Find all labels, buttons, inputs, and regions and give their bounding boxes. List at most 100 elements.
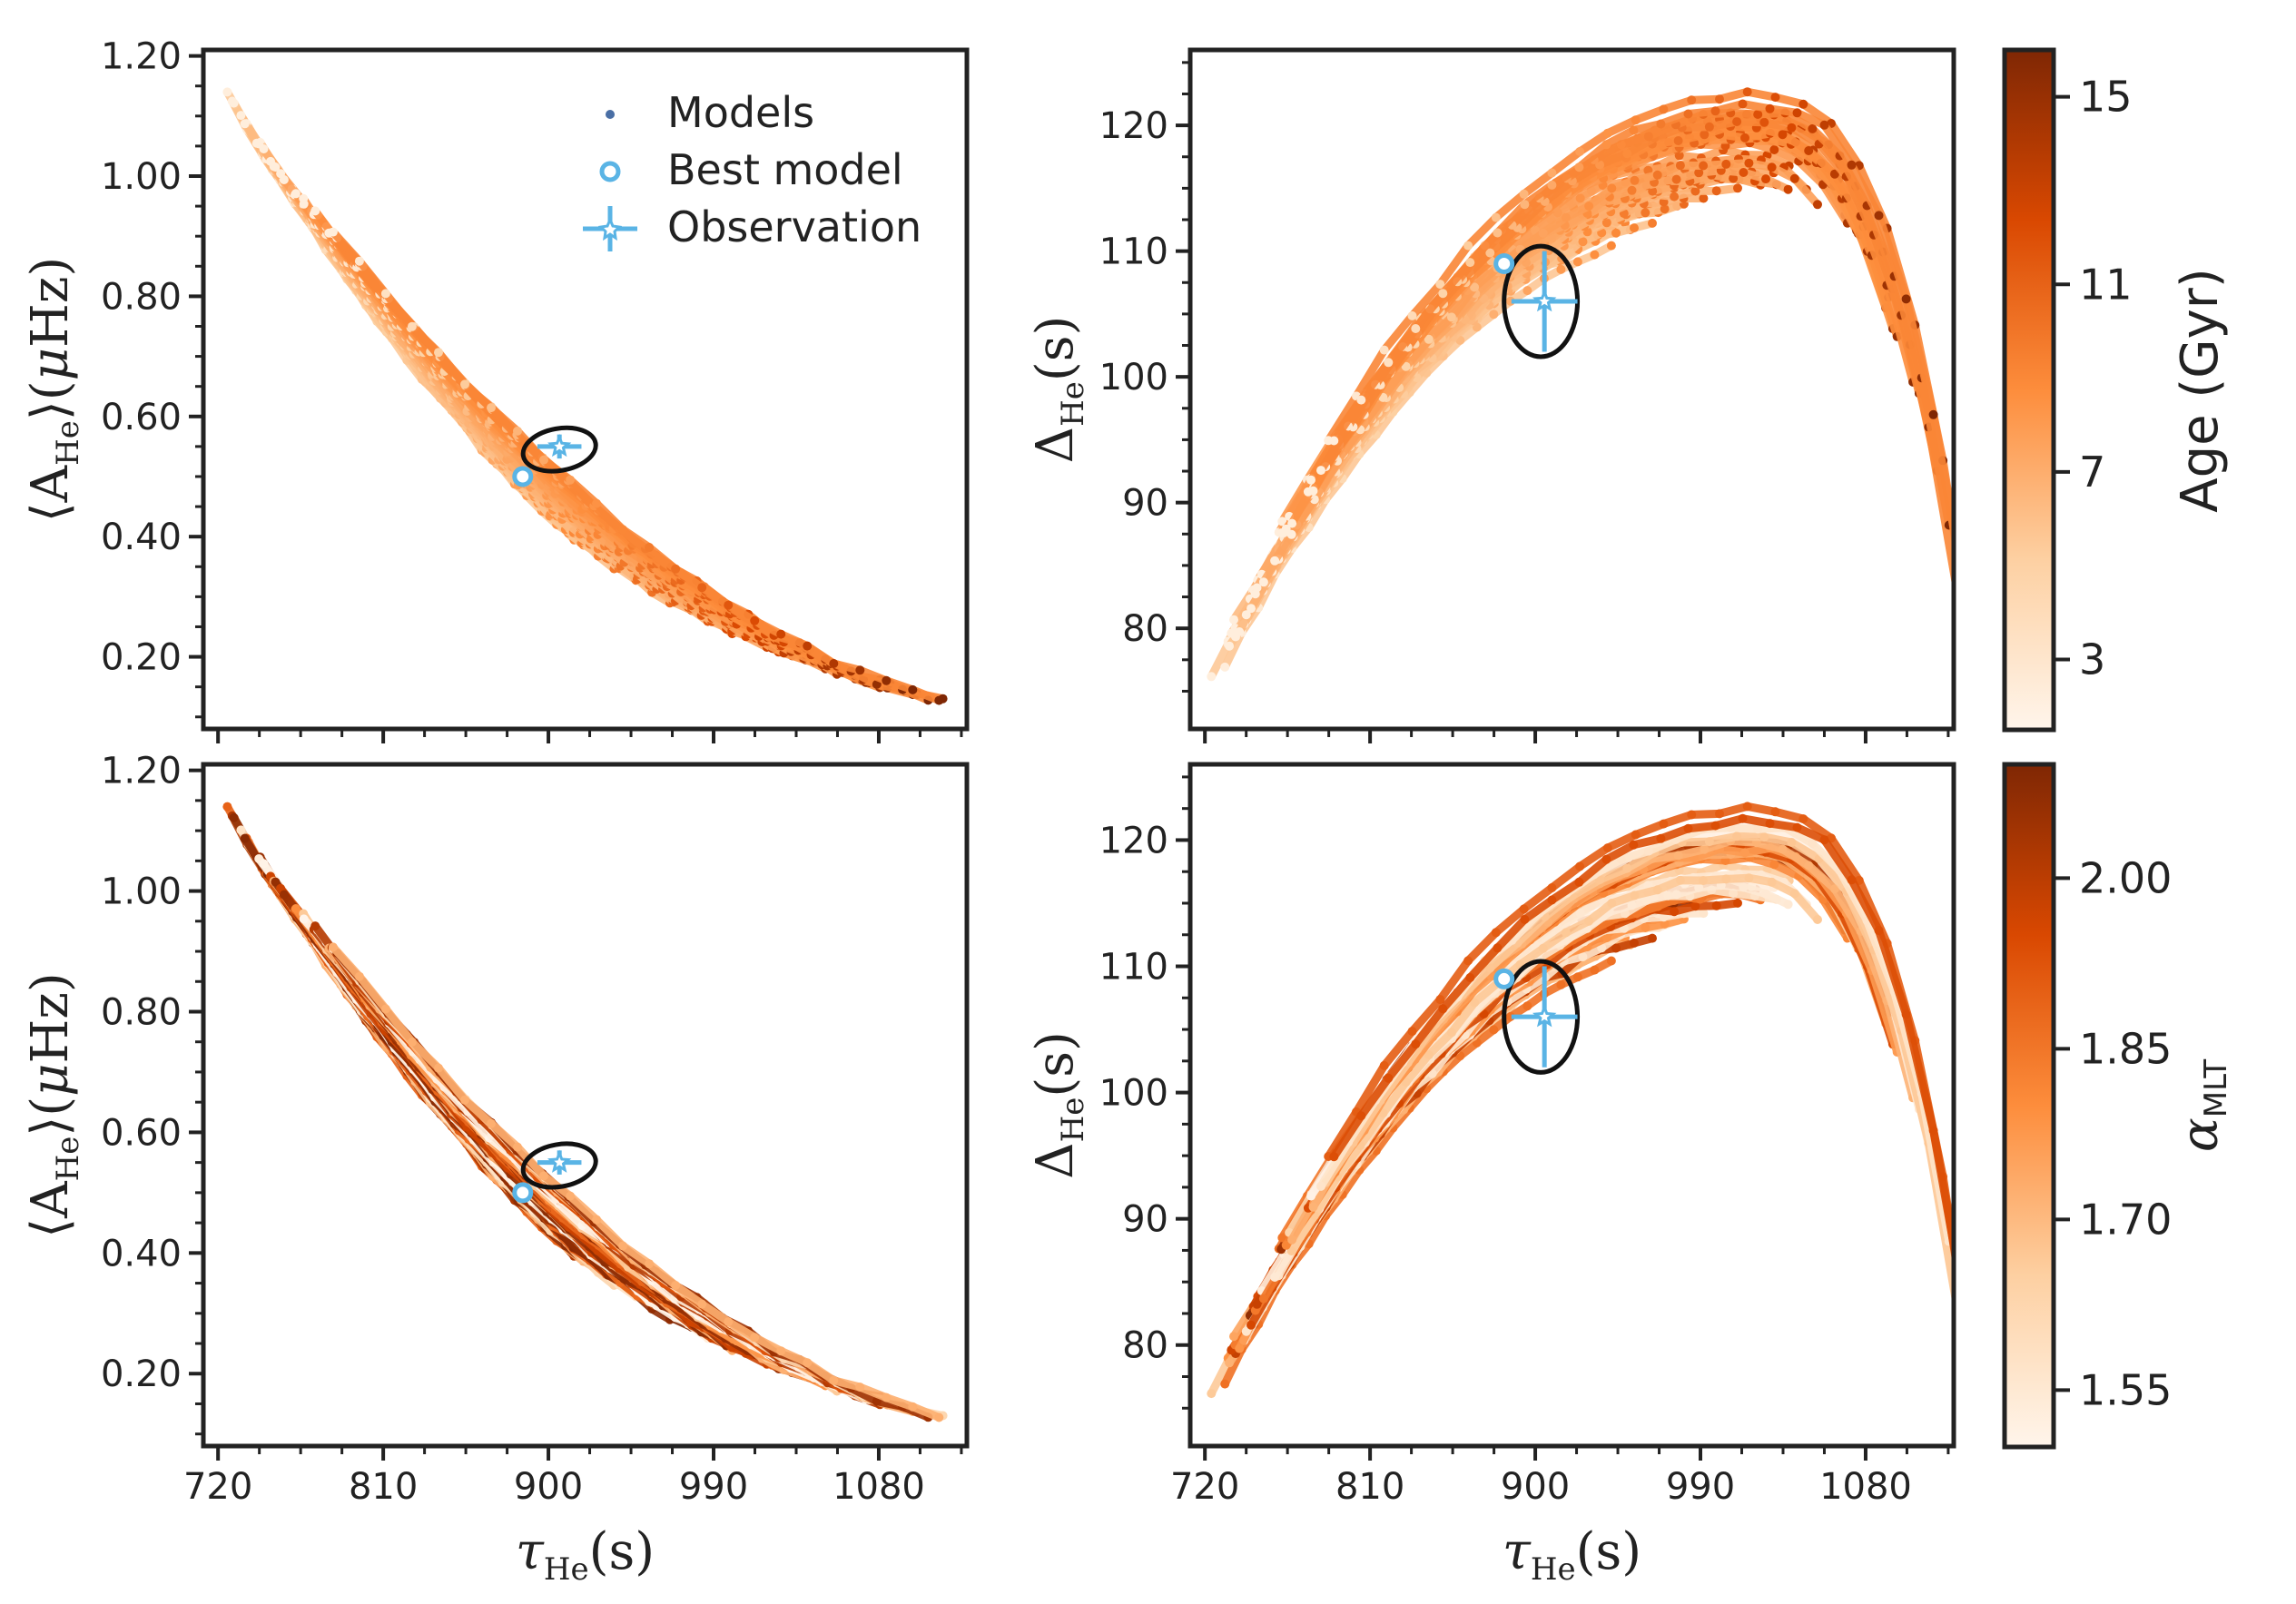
model-point bbox=[1789, 889, 1799, 899]
model-track bbox=[1282, 138, 1852, 534]
model-point bbox=[592, 1215, 602, 1225]
y-tick-label: 0.80 bbox=[101, 276, 182, 318]
model-point bbox=[328, 227, 338, 237]
model-point bbox=[1767, 162, 1777, 172]
model-point bbox=[1308, 1202, 1318, 1212]
x-tick-label: 720 bbox=[183, 1466, 252, 1508]
model-point bbox=[1699, 161, 1709, 171]
model-point bbox=[908, 1402, 918, 1412]
model-point bbox=[1733, 183, 1742, 193]
y-axis: 0.20 0.40 0.60 0.80 1.00 1.20 ⟨AHe⟩(μHz) bbox=[21, 36, 203, 719]
y-axis-label: ⟨AHe⟩(μHz) bbox=[21, 972, 86, 1237]
model-point bbox=[1742, 87, 1752, 97]
model-point bbox=[1694, 882, 1704, 892]
model-point bbox=[1520, 200, 1530, 210]
model-point bbox=[1671, 890, 1681, 900]
model-track bbox=[1246, 183, 1698, 604]
model-point bbox=[1770, 807, 1780, 817]
model-point bbox=[1660, 204, 1670, 214]
x-tick-label: 1080 bbox=[1819, 1466, 1912, 1508]
model-point bbox=[1258, 577, 1268, 587]
x-tick-label: 1080 bbox=[833, 1466, 925, 1508]
model-point bbox=[1235, 627, 1245, 636]
model-point bbox=[724, 600, 734, 610]
model-point bbox=[1683, 109, 1693, 119]
model-point bbox=[1819, 120, 1829, 130]
model-point bbox=[1753, 110, 1763, 119]
model-point bbox=[1874, 211, 1884, 221]
model-point bbox=[1601, 933, 1611, 943]
model-point bbox=[460, 379, 469, 389]
model-point bbox=[882, 1392, 892, 1402]
model-point bbox=[1547, 883, 1557, 892]
model-point bbox=[1700, 130, 1710, 140]
model-point bbox=[1519, 904, 1529, 914]
y-tick-label: 110 bbox=[1099, 231, 1168, 273]
model-track bbox=[324, 944, 917, 1416]
model-point bbox=[1652, 170, 1662, 180]
model-track bbox=[307, 922, 831, 1386]
colorbar-alpha-mlt-label: αMLT bbox=[2171, 1059, 2234, 1152]
model-point bbox=[1493, 943, 1503, 953]
panel-bottom-left: 720 810 900 990 1080 τHe(s) 0.20 0.40 0.60 0.80 1.… bbox=[21, 751, 970, 1588]
model-point bbox=[1641, 923, 1651, 932]
model-point bbox=[310, 921, 320, 931]
y-axis-label: ΔHe(s) bbox=[1026, 1031, 1091, 1179]
model-track bbox=[328, 943, 910, 1412]
model-point bbox=[1739, 168, 1749, 177]
panel-top-left: 0.20 0.40 0.60 0.80 1.00 1.20 ⟨AHe⟩(μHz) bbox=[21, 36, 970, 743]
model-point bbox=[240, 833, 250, 843]
model-point bbox=[1739, 882, 1749, 892]
model-point bbox=[539, 1171, 548, 1181]
model-point bbox=[434, 348, 443, 358]
model-point bbox=[645, 1259, 655, 1269]
y-tick-label: 90 bbox=[1122, 1199, 1168, 1241]
y-tick-label: 100 bbox=[1099, 357, 1168, 399]
x-tick-label: 900 bbox=[1501, 1466, 1570, 1508]
model-point bbox=[1277, 1233, 1287, 1243]
model-point bbox=[1761, 889, 1770, 899]
model-track bbox=[1329, 814, 1954, 1268]
model-point bbox=[1819, 835, 1829, 845]
model-point bbox=[1607, 183, 1617, 193]
y-tick-label: 1.20 bbox=[101, 751, 182, 792]
model-point bbox=[1225, 641, 1235, 651]
colorbar-tick-label: 15 bbox=[2079, 73, 2133, 122]
panel-top-right: 80 90 100 110 120 ΔHe(s) bbox=[1026, 47, 1956, 743]
model-point bbox=[1547, 180, 1557, 190]
model-point bbox=[1270, 556, 1280, 566]
model-point bbox=[1648, 933, 1657, 943]
model-point bbox=[1538, 228, 1548, 238]
colorbar-alpha-mlt-bar bbox=[2002, 762, 2056, 1450]
model-point bbox=[1783, 900, 1793, 910]
model-point bbox=[1631, 115, 1641, 125]
model-point bbox=[1556, 264, 1566, 274]
model-track bbox=[330, 235, 921, 699]
model-track bbox=[1324, 802, 1954, 1273]
model-point bbox=[1659, 104, 1669, 114]
model-point bbox=[271, 877, 281, 887]
model-point bbox=[1769, 860, 1779, 870]
model-point bbox=[1606, 241, 1616, 251]
models-scatter bbox=[222, 802, 948, 1422]
model-point bbox=[1574, 162, 1584, 172]
model-point bbox=[1711, 900, 1721, 910]
model-point bbox=[1277, 517, 1287, 526]
legend-best-model-marker bbox=[599, 161, 621, 182]
model-point bbox=[934, 1412, 944, 1422]
model-point bbox=[279, 175, 289, 184]
model-point bbox=[1435, 280, 1445, 290]
y-axis: 80 90 100 110 120 ΔHe(s) bbox=[1026, 775, 1190, 1410]
colorbar-tick-label: 11 bbox=[2079, 260, 2133, 309]
model-track bbox=[313, 211, 871, 687]
model-point bbox=[1778, 130, 1788, 140]
y-axis-label: ΔHe(s) bbox=[1026, 316, 1091, 464]
model-point bbox=[460, 1095, 469, 1105]
model-track bbox=[299, 200, 819, 667]
model-point bbox=[1787, 838, 1797, 847]
model-point bbox=[1225, 1358, 1235, 1368]
model-point bbox=[299, 199, 309, 209]
y-tick-label: 90 bbox=[1122, 483, 1168, 525]
model-point bbox=[310, 206, 320, 216]
model-point bbox=[1601, 218, 1611, 228]
